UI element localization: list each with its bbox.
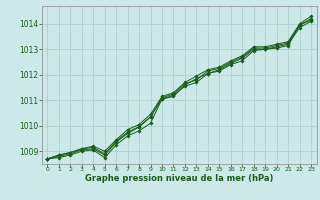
X-axis label: Graphe pression niveau de la mer (hPa): Graphe pression niveau de la mer (hPa) [85, 174, 273, 183]
